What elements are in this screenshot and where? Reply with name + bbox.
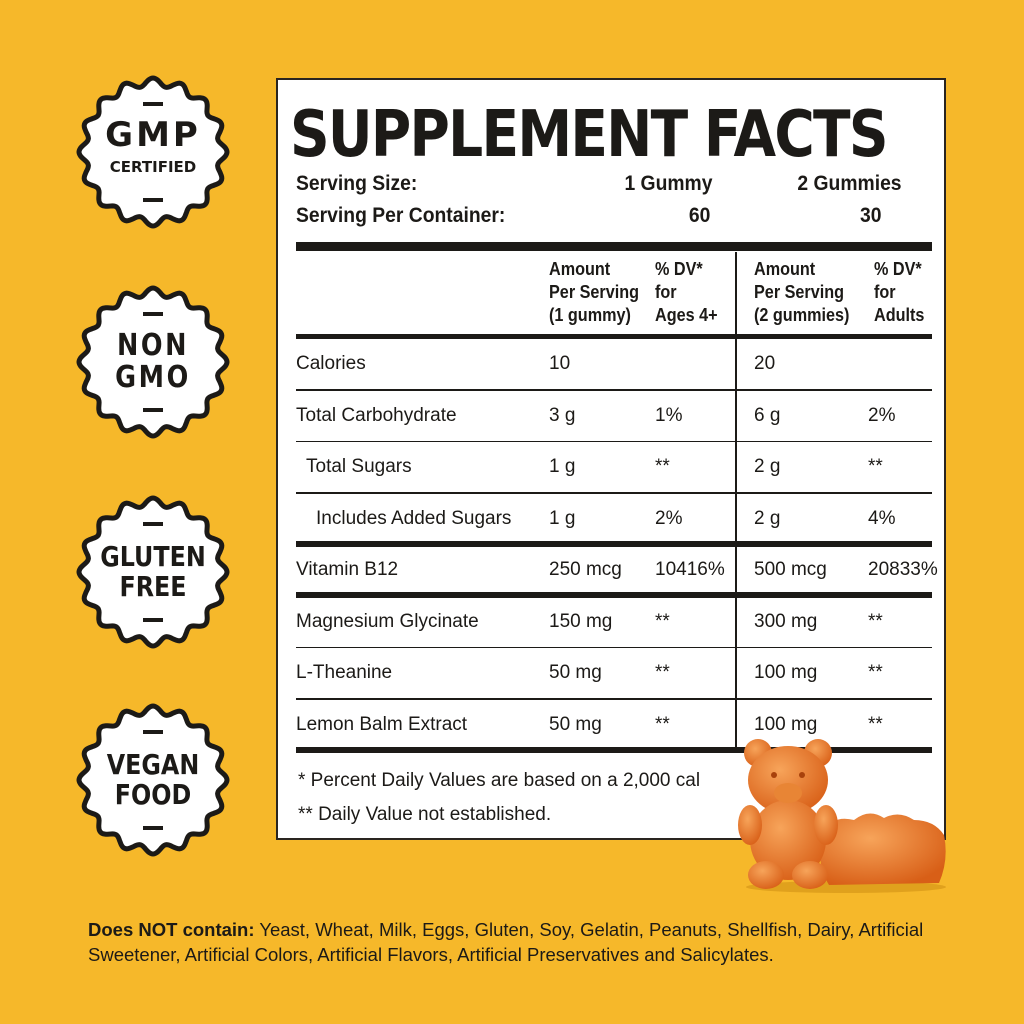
allergen-heading: Does NOT contain: <box>88 919 255 940</box>
label-title: SUPPLEMENT FACTS <box>290 98 888 172</box>
divider-thin <box>296 646 932 648</box>
nutrient-amt2: 6 g <box>754 404 781 426</box>
nutrient-row: Lemon Balm Extract 50 mg ** 100 mg ** <box>278 700 948 750</box>
nutrient-amt2: 100 mg <box>754 662 818 683</box>
nutrient-amt1: 3 g <box>549 404 576 426</box>
nutrient-amt2: 300 mg <box>754 610 818 632</box>
nutrient-dv2: 4% <box>868 507 896 529</box>
divider-thick <box>296 242 932 251</box>
col-header-dv-1: % DV* for Ages 4+ <box>655 259 718 325</box>
serving-size-2: 2 Gummies <box>797 172 902 195</box>
divider-thin <box>296 698 932 700</box>
divider-thin <box>296 492 932 494</box>
nutrient-row: L-Theanine 50 mg ** 100 mg ** <box>278 648 948 698</box>
nutrient-dv1: 1% <box>655 404 683 426</box>
nutrient-amt2: 2 g <box>754 507 781 529</box>
column-divider <box>735 252 737 748</box>
divider-thin <box>296 440 932 442</box>
divider-thick <box>296 334 932 339</box>
badge-line-2: GMO <box>115 360 191 395</box>
nutrient-amt1: 50 mg <box>549 662 602 683</box>
footnote-not-established: ** Daily Value not established. <box>298 804 552 825</box>
nutrient-name: Vitamin B12 <box>296 559 399 580</box>
nutrient-name: Calories <box>296 353 366 374</box>
badge-line-2: CERTIFIED <box>109 158 197 176</box>
badge-non: NON GMO <box>75 284 231 440</box>
nutrient-amt2: 500 mcg <box>754 559 827 580</box>
col-header-amount-1: Amount Per Serving (1 gummy) <box>549 259 640 325</box>
nutrient-row: Vitamin B12 250 mcg 10416% 500 mcg 20833% <box>278 545 948 595</box>
badge-gluten: GLUTEN FREE <box>75 494 231 650</box>
nutrient-dv1: 10416% <box>655 559 725 580</box>
divider-thick <box>296 592 932 598</box>
nutrient-dv1: ** <box>655 662 670 683</box>
allergen-list: Yeast, Wheat, Milk, Eggs, Gluten, Soy, G… <box>88 919 924 965</box>
dash-mark <box>143 730 163 734</box>
supplement-facts-label: SUPPLEMENT FACTS Serving Size: 1 Gummy 2… <box>276 78 946 840</box>
footnote-dv: * Percent Daily Values are based on a 2,… <box>298 770 701 791</box>
nutrient-dv1: 2% <box>655 507 683 529</box>
badge-gmp: GMP CERTIFIED <box>75 74 231 230</box>
nutrient-name: Magnesium Glycinate <box>296 610 479 632</box>
dash-mark <box>143 826 163 830</box>
dash-mark <box>143 102 163 106</box>
scalloped-seal-icon <box>76 703 230 857</box>
scalloped-seal-icon <box>76 285 230 439</box>
nutrient-dv2: ** <box>868 456 883 477</box>
servings-label: Serving Per Container: <box>296 204 506 227</box>
col-header-dv-2: % DV* for Adults <box>874 259 925 325</box>
col-header-amount-2: Amount Per Serving (2 gummies) <box>754 259 850 325</box>
gummy-bear-image <box>738 739 946 893</box>
nutrient-amt1: 250 mcg <box>549 559 622 580</box>
badge-line-2: FREE <box>119 570 187 603</box>
serving-size-label: Serving Size: <box>296 172 418 195</box>
nutrient-row: Magnesium Glycinate 150 mg ** 300 mg ** <box>278 597 948 647</box>
nutrient-name: Total Sugars <box>306 456 412 477</box>
nutrient-dv1: ** <box>655 456 670 477</box>
divider-thick <box>296 540 932 547</box>
dash-mark <box>143 522 163 526</box>
allergen-statement: Does NOT contain: Yeast, Wheat, Milk, Eg… <box>88 917 988 967</box>
scalloped-seal-icon <box>76 75 230 229</box>
nutrient-amt1: 150 mg <box>549 610 613 632</box>
serving-size-1: 1 Gummy <box>624 172 713 195</box>
servings-1: 60 <box>688 204 711 227</box>
nutrient-amt1: 50 mg <box>549 713 602 735</box>
nutrient-amt1: 1 g <box>549 456 576 477</box>
scalloped-seal-icon <box>76 495 230 649</box>
dash-mark <box>143 408 163 412</box>
nutrient-dv2: 20833% <box>868 559 938 580</box>
nutrient-dv2: ** <box>868 662 883 683</box>
nutrient-dv1: ** <box>655 713 670 735</box>
badge-line-1: GMP <box>105 115 201 155</box>
dash-mark <box>143 312 163 316</box>
nutrient-amt1: 1 g <box>549 507 576 529</box>
nutrient-dv2: 2% <box>868 404 896 426</box>
nutrient-row: Total Sugars 1 g ** 2 g ** <box>278 442 948 492</box>
nutrient-amt1: 10 <box>549 353 571 374</box>
servings-2: 30 <box>859 204 882 227</box>
badge-line-2: FOOD <box>114 778 192 811</box>
dash-mark <box>143 618 163 622</box>
nutrient-name: L-Theanine <box>296 662 393 683</box>
nutrient-row: Calories 10 20 <box>278 339 948 389</box>
badge-vegan: VEGAN FOOD <box>75 702 231 858</box>
divider-thick <box>296 746 932 753</box>
badge-line-1: NON <box>116 328 190 363</box>
nutrient-name: Includes Added Sugars <box>316 507 512 529</box>
divider-thin <box>296 389 932 391</box>
nutrient-name: Total Carbohydrate <box>296 404 457 426</box>
dash-mark <box>143 198 163 202</box>
nutrient-name: Lemon Balm Extract <box>296 713 468 735</box>
badge-line-1: VEGAN <box>106 748 200 781</box>
nutrient-amt2: 2 g <box>754 456 781 477</box>
nutrient-row: Includes Added Sugars 1 g 2% 2 g 4% <box>278 494 948 544</box>
nutrient-dv2: ** <box>868 610 883 632</box>
nutrient-amt2: 20 <box>754 353 776 374</box>
nutrient-row: Total Carbohydrate 3 g 1% 6 g 2% <box>278 391 948 441</box>
nutrient-dv2: ** <box>868 713 883 735</box>
badge-line-1: GLUTEN <box>100 540 206 573</box>
nutrient-amt2: 100 mg <box>754 713 818 735</box>
nutrient-dv1: ** <box>655 610 670 632</box>
